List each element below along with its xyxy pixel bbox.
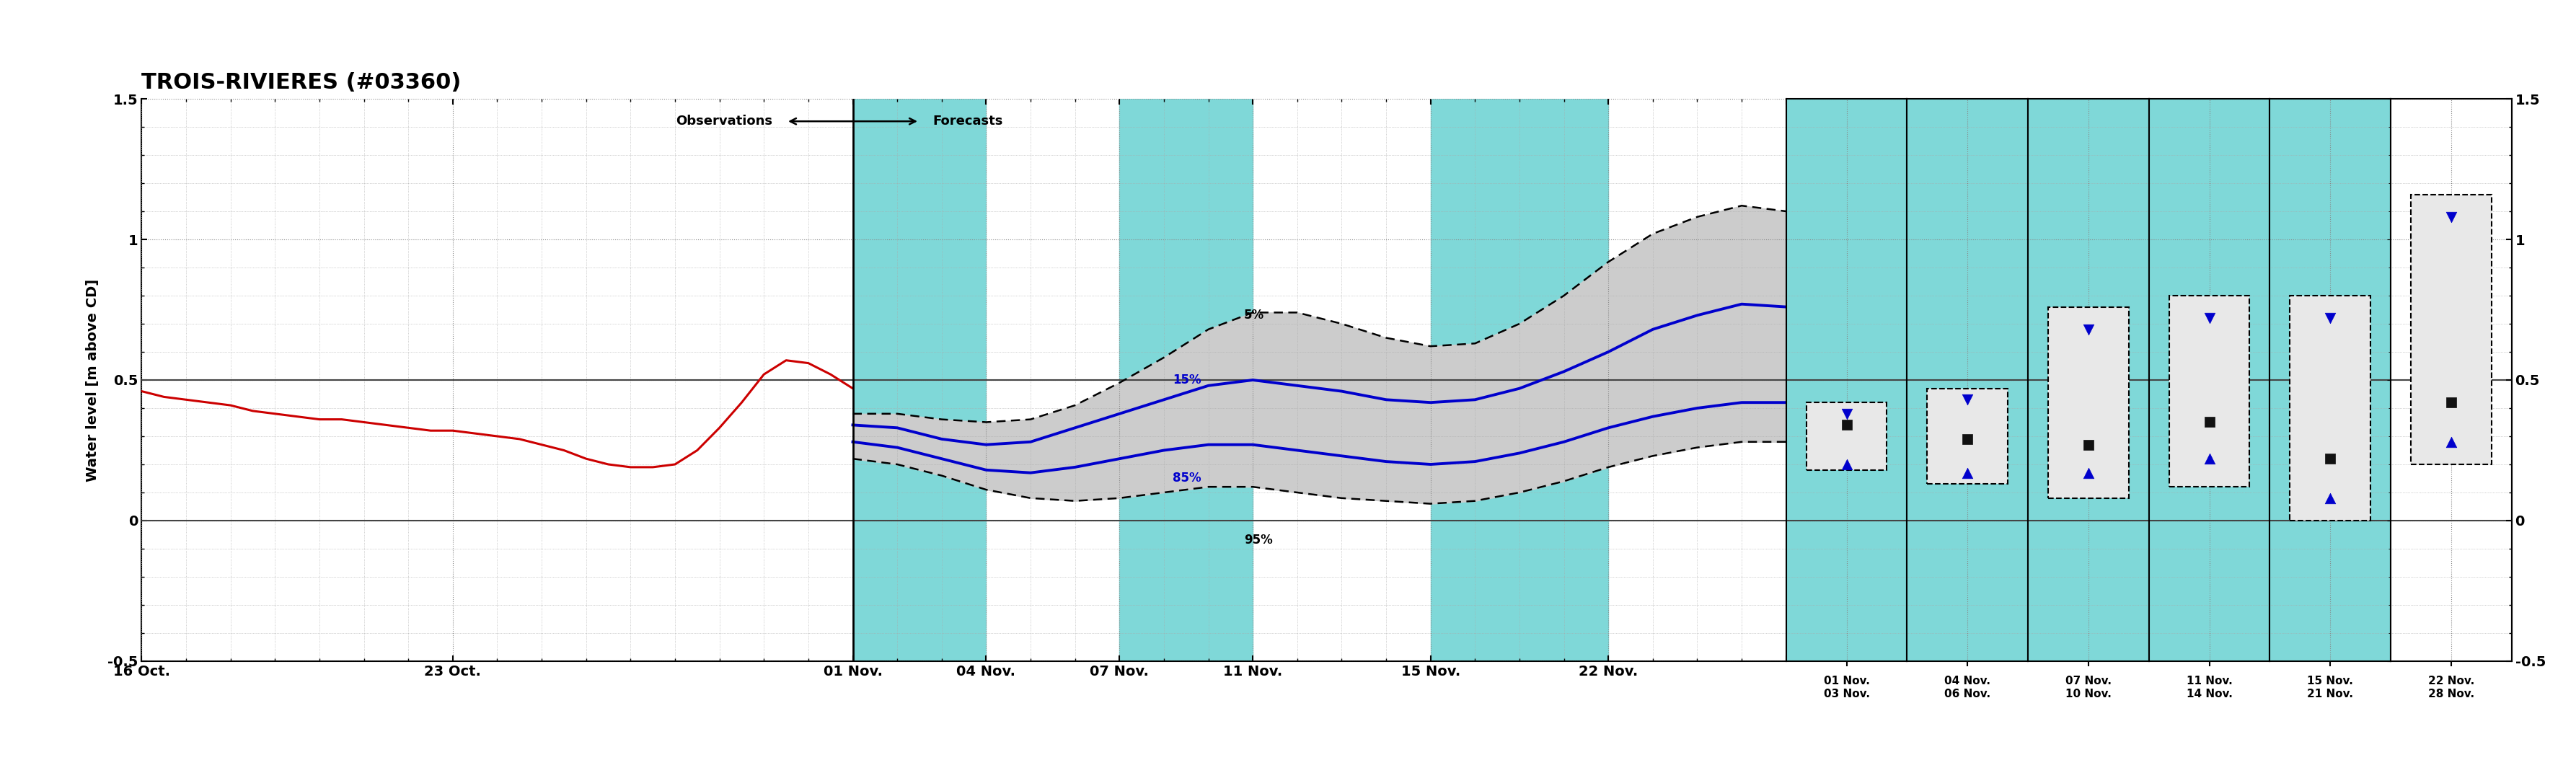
Point (1826, 407, 1868, 420)
FancyBboxPatch shape (1806, 403, 1886, 470)
X-axis label: 15 Nov.
21 Nov.: 15 Nov. 21 Nov. (2308, 676, 2354, 699)
X-axis label: 11 Nov.
14 Nov.: 11 Nov. 14 Nov. (2187, 676, 2233, 699)
Point (2069, 467, 2110, 479)
Text: 5%: 5% (1244, 309, 1265, 321)
Point (1826, 419, 1868, 431)
Text: TROIS-RIVIERES (#03360): TROIS-RIVIERES (#03360) (142, 72, 461, 93)
Text: 15%: 15% (1172, 373, 1200, 387)
Y-axis label: Water level [m above CD]: Water level [m above CD] (85, 279, 100, 481)
Text: 85%: 85% (1172, 472, 1200, 485)
FancyBboxPatch shape (2169, 296, 2249, 487)
Point (2432, 435, 2473, 448)
Point (1947, 394, 1989, 406)
Point (2432, 211, 2473, 223)
FancyBboxPatch shape (2290, 296, 2370, 521)
Point (2311, 453, 2352, 465)
Point (1826, 458, 1868, 470)
X-axis label: 07 Nov.
10 Nov.: 07 Nov. 10 Nov. (2066, 676, 2112, 699)
Bar (1430, 99, 1607, 661)
X-axis label: 22 Nov.
28 Nov.: 22 Nov. 28 Nov. (2429, 676, 2476, 699)
Point (2190, 312, 2231, 325)
Point (2311, 492, 2352, 504)
Point (1947, 433, 1989, 445)
Point (2069, 323, 2110, 335)
Point (2190, 453, 2231, 465)
X-axis label: 01 Nov.
03 Nov.: 01 Nov. 03 Nov. (1824, 676, 1870, 699)
FancyBboxPatch shape (2411, 195, 2491, 464)
Point (2190, 416, 2231, 429)
FancyBboxPatch shape (2048, 307, 2128, 498)
Point (2069, 439, 2110, 451)
FancyBboxPatch shape (1927, 388, 2007, 484)
Point (1947, 467, 1989, 479)
X-axis label: 04 Nov.
06 Nov.: 04 Nov. 06 Nov. (1945, 676, 1991, 699)
Point (2432, 397, 2473, 409)
Bar (1121, 99, 1252, 661)
Text: 95%: 95% (1244, 534, 1273, 546)
Bar (853, 99, 987, 661)
Point (2311, 312, 2352, 325)
Text: Observations: Observations (675, 115, 773, 128)
Text: Forecasts: Forecasts (933, 115, 1002, 128)
